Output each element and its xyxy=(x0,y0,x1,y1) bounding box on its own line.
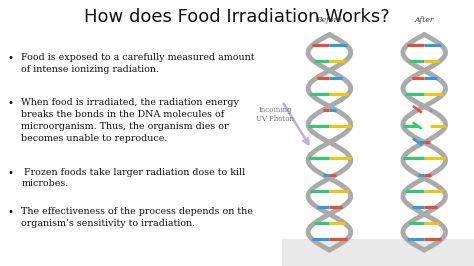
Bar xyxy=(282,239,474,266)
Text: •: • xyxy=(7,98,13,109)
Text: Before: Before xyxy=(317,16,342,24)
Text: •: • xyxy=(7,168,13,178)
Text: After: After xyxy=(414,16,434,24)
Text: When food is irradiated, the radiation energy
breaks the bonds in the DNA molecu: When food is irradiated, the radiation e… xyxy=(21,98,239,143)
Text: Food is exposed to a carefully measured amount
of intense ionizing radiation.: Food is exposed to a carefully measured … xyxy=(21,53,255,74)
Text: How does Food Irradiation Works?: How does Food Irradiation Works? xyxy=(84,8,390,26)
Text: •: • xyxy=(7,53,13,63)
Text: The effectiveness of the process depends on the
organism’s sensitivity to irradi: The effectiveness of the process depends… xyxy=(21,207,253,228)
Text: Frozen foods take larger radiation dose to kill
microbes.: Frozen foods take larger radiation dose … xyxy=(21,168,246,188)
Text: •: • xyxy=(7,207,13,218)
Text: Incoming
UV Photon: Incoming UV Photon xyxy=(256,106,294,123)
